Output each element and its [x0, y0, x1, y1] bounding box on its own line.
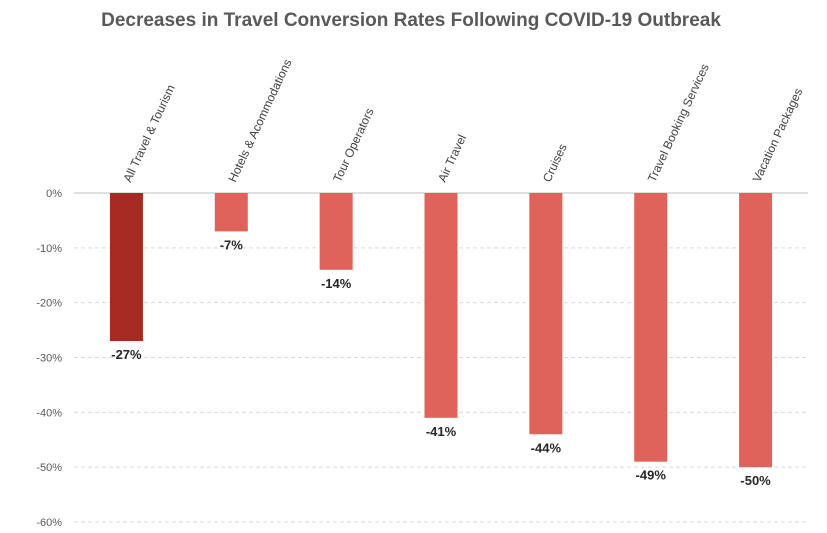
category-label: All Travel & Tourism	[120, 82, 177, 184]
data-label: -14%	[321, 276, 352, 291]
y-tick-label: -20%	[36, 298, 62, 310]
bar	[424, 193, 458, 418]
data-label: -41%	[426, 424, 457, 439]
bar	[319, 193, 353, 270]
category-label: Tour Operators	[330, 106, 377, 184]
data-label: -50%	[740, 473, 771, 488]
data-label: -44%	[531, 440, 562, 455]
category-label: Air Travel	[435, 132, 469, 184]
data-label: -27%	[111, 347, 142, 362]
chart-title: Decreases in Travel Conversion Rates Fol…	[101, 10, 721, 31]
y-axis-tick-labels: 0% -10% -20% -30% -40% -50% -60%	[36, 188, 62, 529]
bar	[529, 193, 563, 435]
category-label: Vacation Packages	[750, 86, 806, 184]
bar	[634, 193, 668, 462]
y-tick-label: -60%	[36, 517, 62, 529]
category-labels: All Travel & Tourism Hotels & Acommodatio…	[120, 57, 805, 184]
y-tick-label: 0%	[46, 188, 62, 200]
y-tick-label: -40%	[36, 407, 62, 419]
category-label: Cruises	[540, 141, 570, 184]
bar	[214, 193, 248, 232]
bar	[109, 193, 143, 342]
category-label: Travel Booking Services	[645, 61, 712, 184]
bars	[109, 193, 773, 468]
y-tick-label: -10%	[36, 243, 62, 255]
data-label: -49%	[636, 468, 667, 483]
data-label: -7%	[220, 237, 244, 252]
data-labels: -27% -7% -14% -41% -44% -49% -50%	[111, 237, 771, 488]
bar	[739, 193, 773, 468]
category-label: Hotels & Acommodations	[225, 57, 294, 184]
y-tick-label: -50%	[36, 462, 62, 474]
y-tick-label: -30%	[36, 353, 62, 365]
